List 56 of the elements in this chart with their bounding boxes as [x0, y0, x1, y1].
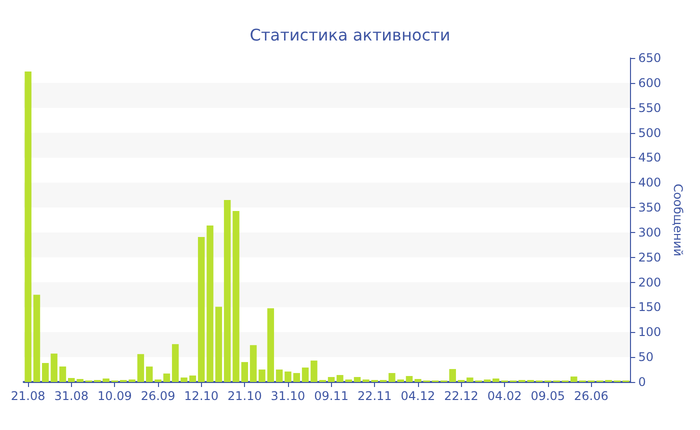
bar	[406, 376, 413, 382]
x-tick-label: 31.08	[54, 389, 89, 403]
x-tick-label: 09.05	[530, 389, 566, 403]
bar	[59, 366, 66, 382]
bar	[33, 294, 40, 382]
bar	[310, 360, 318, 382]
bar	[224, 200, 231, 382]
bar	[215, 306, 222, 382]
bar	[172, 344, 179, 382]
x-tick-label: 21.08	[10, 389, 46, 403]
y-tick-label: 300	[638, 225, 662, 240]
y-tick-label: 50	[638, 350, 654, 364]
x-tick-label: 22.11	[357, 389, 392, 403]
chart-title: Статистика активности	[250, 26, 450, 44]
bar	[198, 236, 205, 382]
y-tick-label: 650	[638, 51, 662, 65]
y-tick-label: 550	[638, 100, 662, 115]
bar	[276, 370, 283, 382]
bar	[293, 373, 300, 382]
bar	[189, 376, 196, 382]
bar	[354, 377, 361, 382]
y-tick-label: 250	[638, 250, 662, 264]
bar	[302, 368, 309, 382]
bar	[258, 370, 266, 382]
bar	[163, 374, 170, 382]
bar	[241, 362, 248, 382]
x-tick-label: 21.10	[227, 389, 262, 403]
x-tick-label: 04.12	[400, 389, 436, 403]
y-tick-label: 350	[638, 200, 662, 215]
x-tick-label: 26.06	[574, 389, 608, 403]
bar	[284, 372, 292, 382]
y-tick-label: 0	[638, 375, 646, 389]
y-tick-label: 150	[638, 300, 662, 314]
bar	[146, 366, 153, 382]
x-tick-label: 26.09	[140, 389, 176, 403]
x-tick-label: 09.11	[314, 389, 348, 403]
bar	[180, 378, 188, 382]
bar	[137, 354, 144, 382]
y-tick-label: 400	[638, 176, 662, 190]
bar	[328, 377, 335, 382]
y-axis-title: Сообщений	[671, 184, 685, 256]
y-tick-label: 450	[638, 150, 662, 165]
bar	[267, 308, 274, 382]
y-tick-label: 100	[638, 325, 662, 340]
x-tick-label: 04.02	[487, 389, 522, 403]
x-tick-label: 10.09	[98, 389, 132, 403]
y-tick-label: 500	[638, 126, 662, 140]
x-tick-label: 22.12	[444, 389, 478, 403]
x-tick-label: 31.10	[270, 389, 306, 403]
bar	[24, 71, 32, 382]
bar	[250, 345, 257, 382]
y-tick-label: 200	[638, 275, 662, 290]
y-tick-label: 600	[638, 76, 662, 90]
bar	[206, 225, 214, 382]
x-tick-label: 12.10	[184, 389, 219, 403]
bar	[232, 211, 240, 382]
